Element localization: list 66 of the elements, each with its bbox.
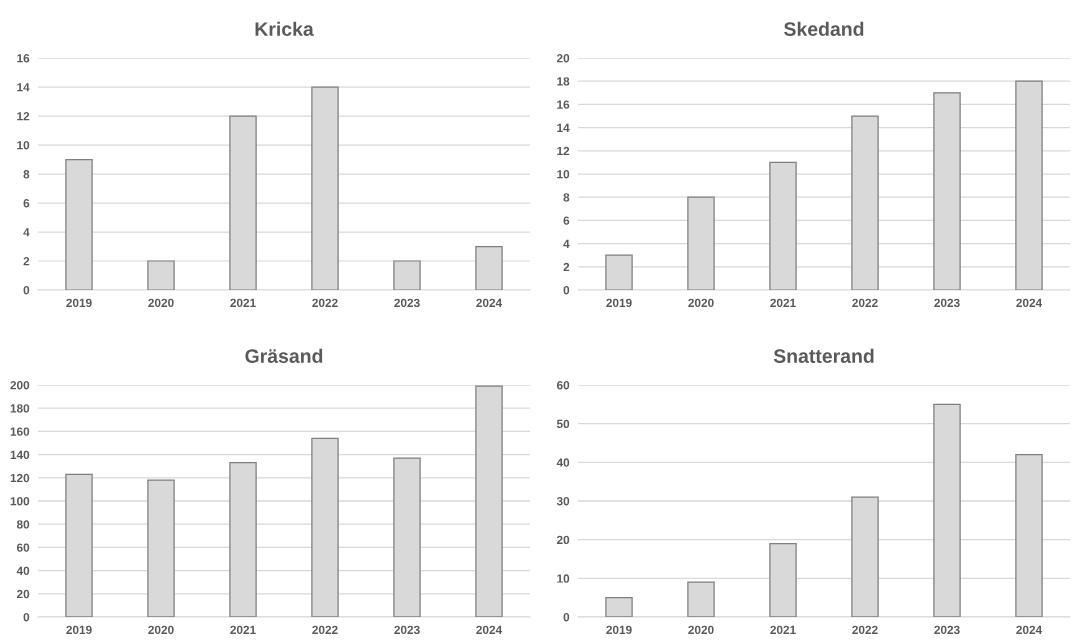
x-tick-label: 2021	[770, 625, 796, 634]
x-tick-label: 2022	[852, 298, 878, 307]
y-tick-label: 140	[10, 450, 30, 459]
x-tick-label: 2019	[606, 625, 632, 634]
chart-title: Kricka	[255, 21, 314, 36]
y-tick-label: 0	[23, 286, 30, 295]
y-tick-label: 40	[556, 458, 570, 467]
y-tick-label: 8	[23, 170, 30, 179]
y-tick-label: 20	[556, 535, 570, 545]
chart-title: Skedand	[784, 21, 864, 36]
x-tick-label: 2022	[312, 298, 338, 307]
x-tick-label: 2020	[688, 298, 714, 307]
x-tick-label: 2021	[770, 298, 796, 307]
chart-title: Snatterand	[773, 348, 874, 363]
x-tick-label: 2022	[312, 625, 338, 634]
x-tick-label: 2023	[934, 625, 960, 635]
y-tick-label: 12	[17, 112, 30, 121]
y-tick-label: 60	[556, 381, 570, 390]
y-tick-label: 14	[17, 83, 30, 92]
x-tick-label: 2023	[394, 298, 420, 308]
y-tick-label: 0	[23, 613, 30, 622]
y-tick-label: 4	[23, 228, 30, 237]
y-tick-label: 6	[563, 216, 570, 225]
y-tick-label: 80	[16, 520, 30, 529]
y-tick-label: 0	[563, 613, 570, 622]
x-tick-label: 2024	[476, 298, 503, 307]
x-tick-label: 2021	[230, 625, 256, 634]
x-tick-label: 2019	[66, 625, 92, 634]
y-tick-label: 0	[563, 286, 570, 295]
y-tick-label: 180	[10, 404, 30, 413]
chart-title: Gräsand	[245, 348, 323, 363]
y-tick-label: 100	[10, 497, 30, 506]
x-tick-label: 2021	[230, 298, 256, 307]
y-tick-label: 14	[557, 123, 570, 132]
x-tick-label: 2020	[688, 625, 714, 634]
x-tick-label: 2023	[394, 625, 420, 635]
y-tick-label: 18	[557, 77, 570, 86]
x-tick-label: 2019	[66, 298, 92, 307]
y-tick-label: 2	[563, 262, 570, 272]
x-tick-label: 2020	[148, 625, 174, 634]
y-tick-label: 12	[557, 146, 570, 156]
y-tick-label: 120	[10, 473, 30, 483]
y-tick-label: 160	[10, 427, 30, 436]
y-tick-label: 20	[556, 54, 570, 63]
y-tick-label: 4	[563, 239, 570, 248]
y-tick-label: 16	[557, 100, 570, 109]
x-tick-label: 2024	[1016, 298, 1043, 307]
y-tick-label: 50	[556, 419, 570, 429]
y-tick-label: 10	[557, 170, 570, 179]
x-tick-label: 2022	[852, 625, 878, 634]
x-tick-label: 2023	[934, 298, 960, 308]
y-tick-label: 2	[23, 257, 30, 266]
x-tick-label: 2020	[148, 298, 174, 307]
x-tick-label: 2024	[476, 625, 503, 634]
y-tick-label: 16	[17, 54, 30, 63]
y-tick-label: 30	[556, 497, 570, 506]
y-tick-label: 20	[16, 589, 30, 599]
y-tick-label: 40	[16, 566, 30, 575]
y-tick-label: 200	[10, 381, 30, 390]
y-tick-label: 60	[16, 543, 30, 552]
x-tick-label: 2024	[1016, 625, 1043, 634]
x-tick-label: 2019	[606, 298, 632, 307]
y-tick-label: 10	[557, 574, 570, 583]
y-tick-label: 8	[563, 193, 570, 202]
y-tick-label: 6	[23, 199, 30, 208]
y-tick-label: 10	[17, 141, 30, 150]
